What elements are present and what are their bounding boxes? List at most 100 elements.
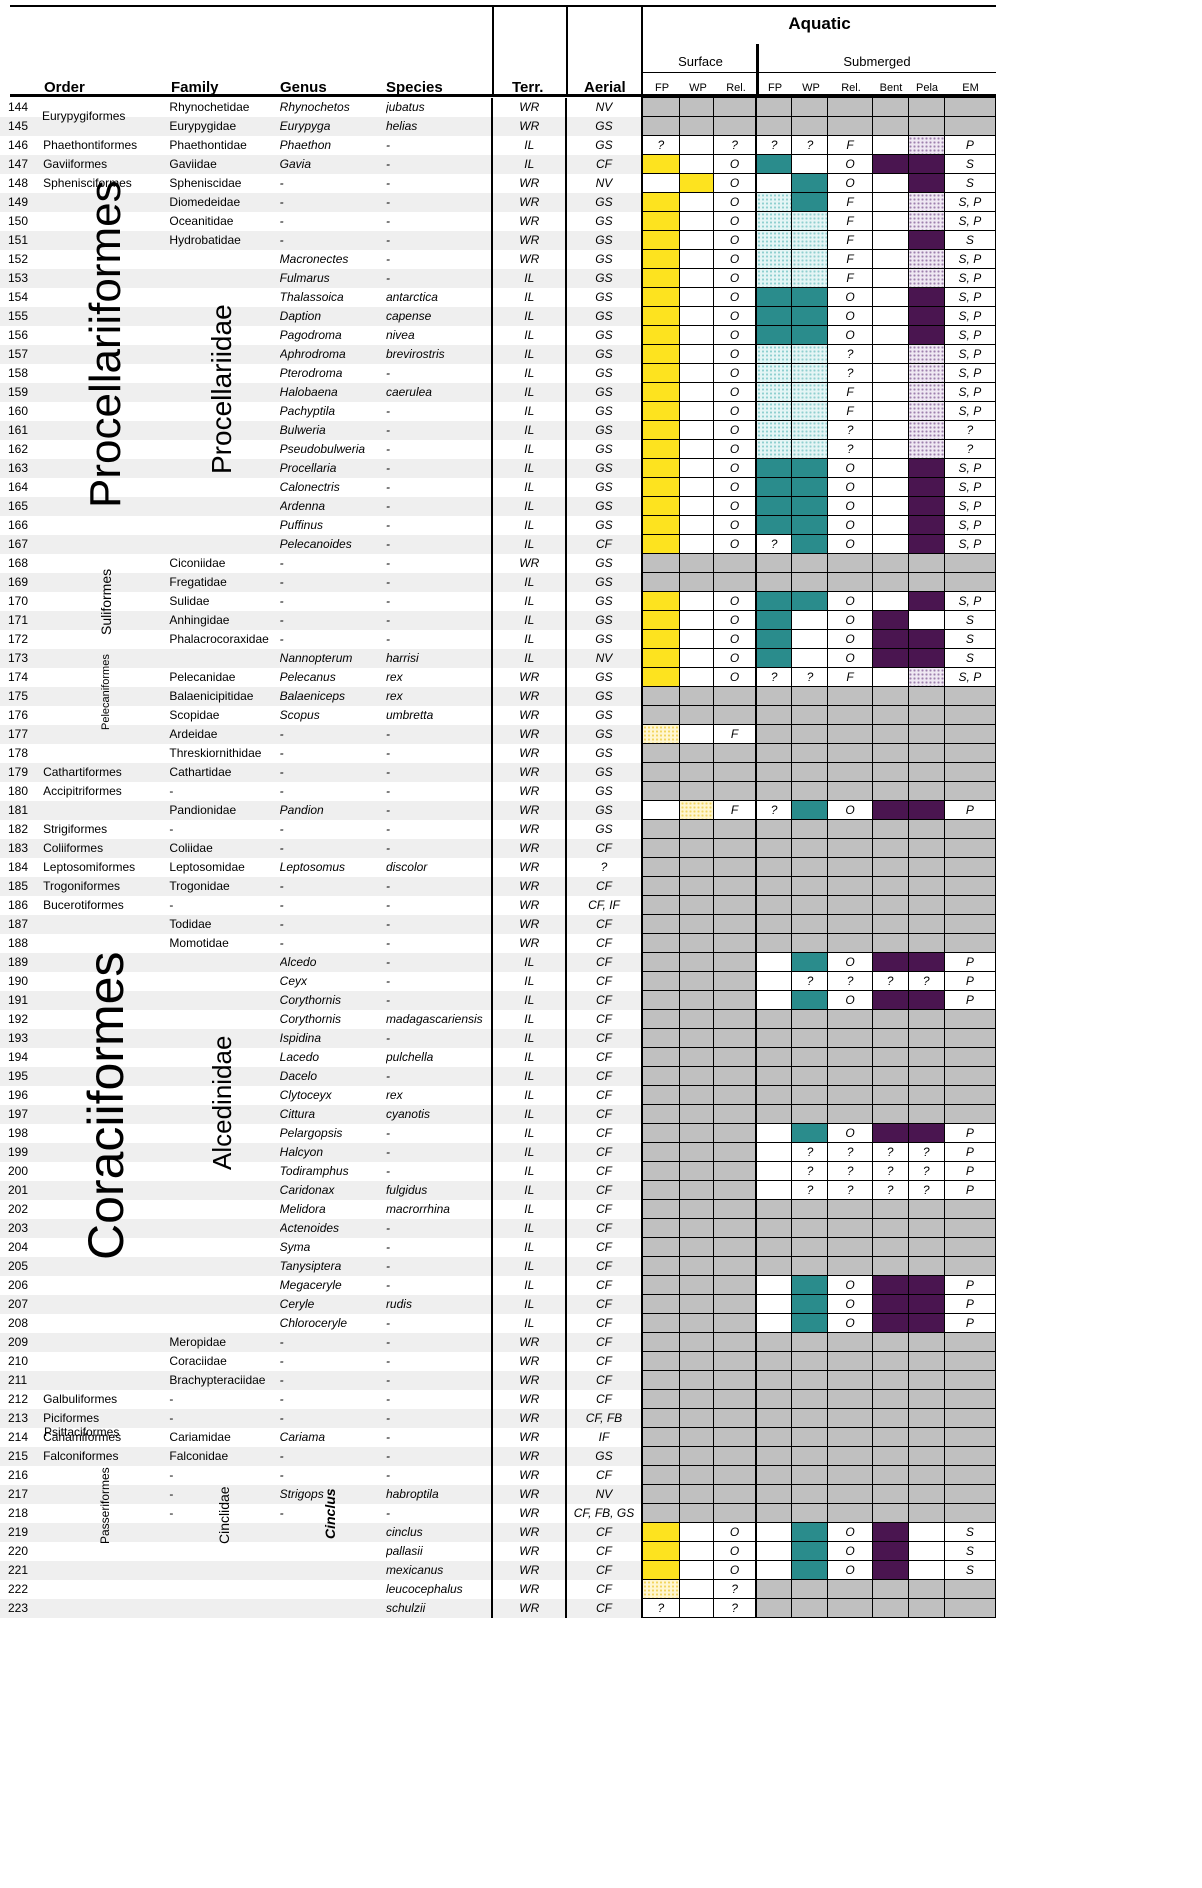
aquatic-cell-em: [943, 1237, 997, 1257]
aquatic-cell-fp: [641, 1522, 681, 1542]
aquatic-cell-rel: O: [827, 800, 873, 820]
aquatic-cell-fp: [641, 1351, 681, 1371]
aerial-cell: GS: [565, 610, 643, 630]
aquatic-cell-em: P: [943, 971, 997, 991]
aquatic-cell-rel: [713, 1256, 757, 1276]
table-row: 181 Pandionidae Pandion - WR GS F? O P: [0, 800, 997, 820]
aquatic-cell-rel: [713, 97, 757, 117]
species-cell: pulchella: [385, 1050, 434, 1064]
table-row: 148 Sphenisciformes Spheniscidae - - WR NV O O S: [0, 173, 997, 193]
table-row: 219 cinclus WR CF O O S: [0, 1522, 997, 1542]
aquatic-cell-pela: [907, 1199, 945, 1219]
aquatic-cell-bent: [871, 1484, 909, 1504]
aquatic-cell-rel: O: [713, 287, 757, 307]
aerial-cell: NV: [565, 1484, 643, 1504]
aquatic-cell-fp: [641, 1275, 681, 1295]
aquatic-cell-fp: [641, 1104, 681, 1124]
aquatic-cell-fp: [641, 610, 681, 630]
aquatic-cell-wp: [679, 895, 715, 915]
aquatic-cell-bent: [871, 1104, 909, 1124]
aquatic-cell-rel: [713, 1123, 757, 1143]
aquatic-cell-fp: [641, 515, 681, 535]
aquatic-cell-rel: [827, 1427, 873, 1447]
genus-cell: Actenoides: [279, 1218, 386, 1238]
genus-cell: -: [279, 610, 386, 630]
aquatic-cell-fp: [641, 648, 681, 668]
aerial-cell: CF: [565, 1560, 643, 1580]
aquatic-cell-bent: [871, 325, 909, 345]
aquatic-cell-bent: [871, 1313, 909, 1333]
family-cell: Fregatidae: [169, 572, 280, 592]
aquatic-cell-fp: [641, 971, 681, 991]
aquatic-cell-fp: [754, 857, 793, 877]
aquatic-cell-wp: [679, 591, 715, 611]
aquatic-cell-rel: O: [827, 154, 873, 174]
aquatic-cell-em: S: [943, 1541, 997, 1561]
table-row: 171 Anhingidae - - IL GS O O S: [0, 610, 997, 630]
table-row: 166 Puffinus - IL GS O O S, P: [0, 515, 997, 535]
family-cell: [169, 1010, 279, 1029]
aquatic-cell-fp: [641, 591, 681, 611]
aquatic-cell-wp: [679, 610, 715, 630]
aquatic-cell-bent: [871, 439, 909, 459]
aquatic-cell-em: S: [943, 230, 997, 250]
table-row: 145 Eurypygidae Eurypyga helias WR GS: [0, 116, 997, 136]
terr-cell: WR: [491, 1427, 567, 1447]
species-cell: madagascariensis: [385, 1012, 483, 1026]
genus-cell: Tanysiptera: [279, 1256, 386, 1276]
genus-cell: -: [279, 556, 284, 570]
aquatic-cell-rel: ?: [827, 971, 873, 991]
family-cell: [169, 1256, 280, 1276]
aquatic-cell-wp: [679, 173, 715, 193]
family-cell: [169, 496, 280, 516]
aquatic-cell-wp: [679, 458, 715, 478]
genus-cell: -: [279, 784, 284, 798]
bird-aquatic-table: Order Family Genus Species Terr. Aerial …: [0, 5, 997, 1618]
aquatic-cell-wp: [679, 553, 715, 573]
row-number: 174: [8, 670, 29, 684]
aquatic-cell-rel: [713, 876, 757, 896]
aquatic-cell-fp: [754, 344, 793, 364]
aerial-cell: GS: [565, 382, 643, 402]
aquatic-cell-wp: [679, 1522, 715, 1542]
aquatic-cell-fp: [754, 1579, 793, 1599]
aquatic-cell-fp: [754, 648, 793, 668]
sub-col-6: Bent: [879, 82, 903, 94]
aquatic-cell-bent: [871, 154, 909, 174]
table-row: 162 Pseudobulweria - IL GS O??: [0, 439, 997, 459]
genus-cell: Thalassoica: [279, 290, 344, 304]
terr-cell: IL: [491, 306, 567, 326]
aquatic-cell-fp: [641, 1009, 681, 1029]
species-cell: -: [385, 952, 493, 972]
aquatic-cell-wp: [791, 154, 829, 174]
genus-cell: Pandion: [279, 800, 386, 820]
aquatic-cell-fp: [641, 838, 681, 858]
aquatic-cell-fp: ?: [754, 534, 793, 554]
aquatic-cell-wp: [679, 1332, 715, 1352]
aquatic-cell-fp: [641, 477, 681, 497]
species-cell: -: [385, 1164, 390, 1178]
aquatic-cell-wp: [679, 1085, 715, 1105]
aquatic-cell-wp: [791, 477, 829, 497]
genus-cell: Pterodroma: [279, 366, 343, 380]
row-number: 208: [8, 1316, 29, 1330]
aquatic-cell-rel: [713, 1408, 757, 1428]
aquatic-cell-pela: [907, 173, 945, 193]
aquatic-cell-wp: [679, 914, 715, 934]
table-row: 216 - - - WR CF: [0, 1465, 997, 1485]
aquatic-cell-rel: O: [827, 990, 873, 1010]
aquatic-cell-em: [943, 1389, 997, 1409]
aquatic-cell-wp: [791, 192, 829, 212]
table-row: 168 Ciconiidae - - WR GS: [0, 553, 997, 573]
aerial-cell: CF: [565, 1199, 643, 1219]
row-number: 160: [8, 404, 29, 418]
aquatic-cell-rel: [827, 1047, 873, 1067]
aerial-cell: CF: [565, 1294, 643, 1314]
aquatic-cell-rel: ?: [827, 1142, 873, 1162]
aquatic-cell-em: [943, 914, 997, 934]
aquatic-cell-fp: [641, 1427, 681, 1447]
order-cell: [43, 192, 170, 212]
family-cell: -: [169, 1468, 174, 1482]
row-number: 171: [0, 610, 44, 630]
aquatic-cell-bent: [871, 781, 909, 801]
